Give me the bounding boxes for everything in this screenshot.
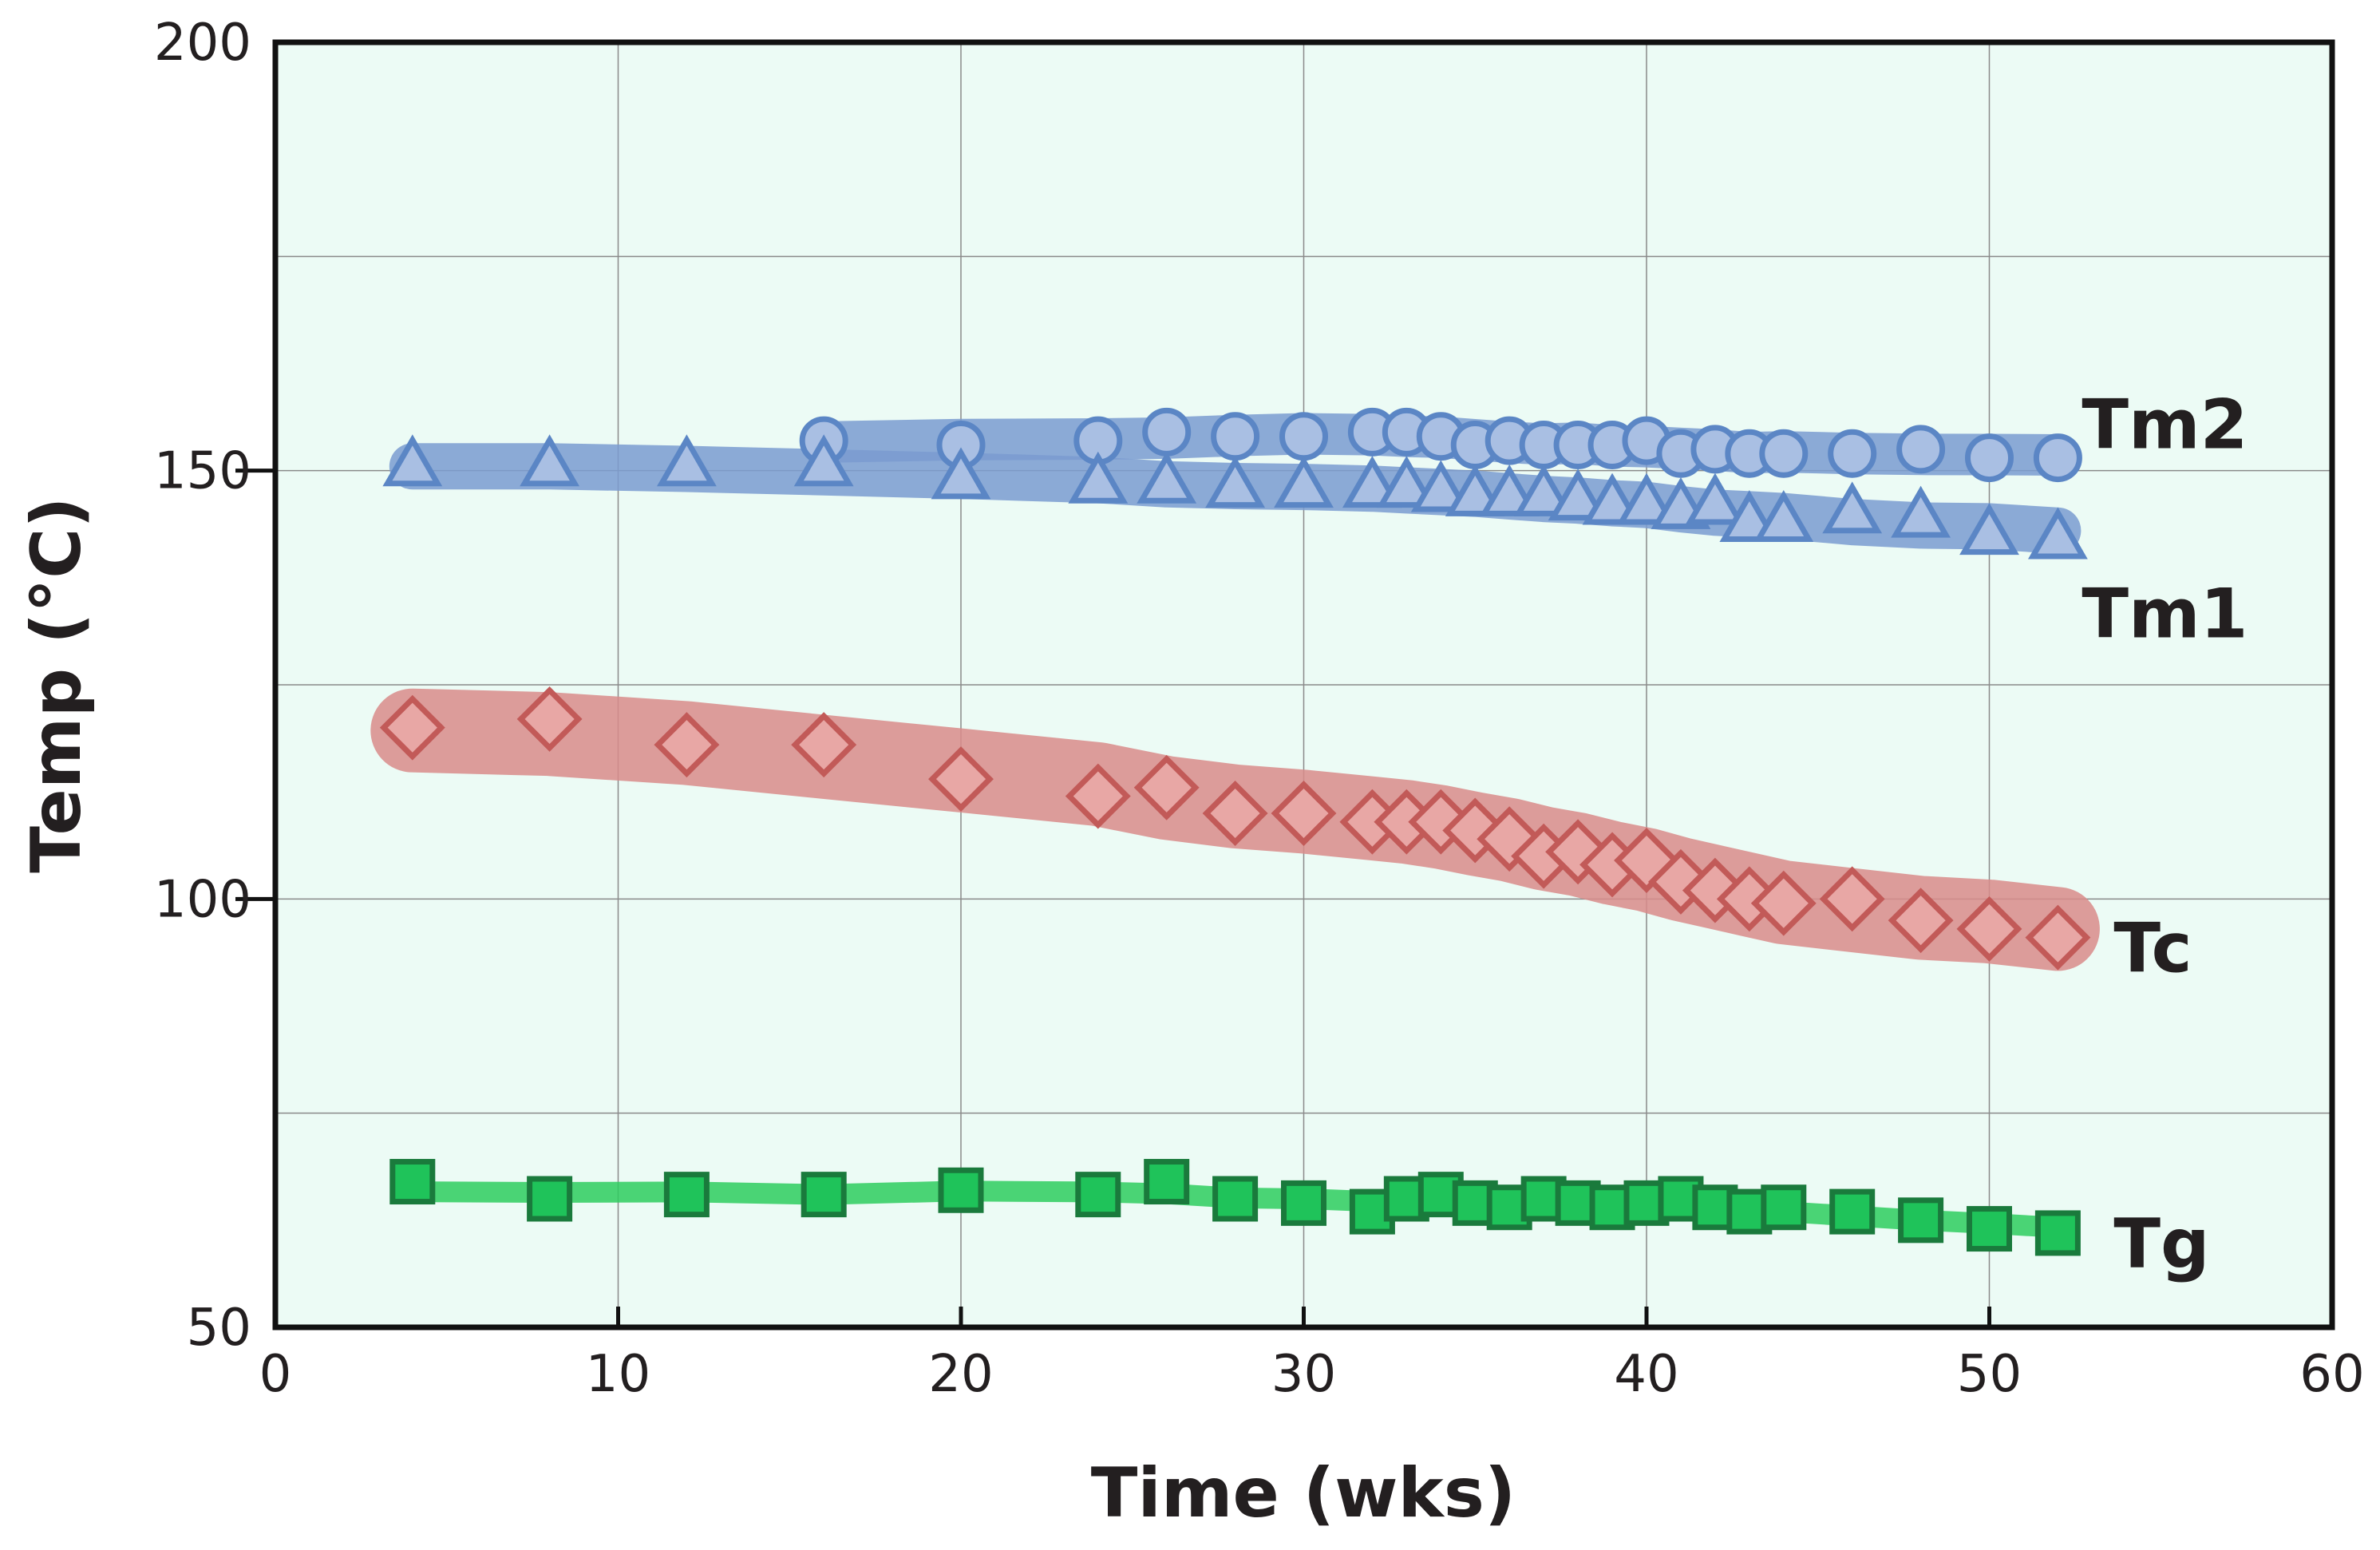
marker-square: [1144, 1159, 1190, 1205]
marker-circle: [1896, 425, 1946, 474]
marker-diamond: [1956, 896, 2022, 962]
marker-triangle: [1548, 469, 1608, 521]
marker-square: [1212, 1176, 1259, 1222]
marker-square: [389, 1159, 436, 1205]
marker-square: [1761, 1184, 1807, 1231]
marker-square: [1281, 1180, 1326, 1226]
marker-diamond: [1202, 781, 1268, 846]
series-labels: Tm2 Tm1 Tc Tg: [2082, 386, 2248, 1284]
marker-triangle: [1068, 451, 1129, 504]
marker-square: [1898, 1197, 1944, 1244]
marker-triangle: [1274, 456, 1334, 508]
data-markers: [379, 407, 2091, 1256]
series-tg: [389, 1159, 2081, 1256]
series-tc: [379, 686, 2091, 971]
marker-triangle: [2027, 507, 2088, 560]
marker-triangle: [1513, 464, 1574, 516]
marker-triangle: [1959, 503, 2019, 556]
x-tick-label: 50: [1957, 1345, 2022, 1404]
marker-diamond: [516, 686, 583, 752]
marker-diamond: [928, 746, 994, 813]
y-tick-label: 150: [154, 442, 251, 501]
marker-circle: [1142, 407, 1192, 457]
series-tm1: [382, 434, 2088, 560]
marker-triangle: [1753, 490, 1814, 543]
x-tick-label: 10: [586, 1345, 650, 1404]
marker-triangle: [520, 434, 580, 487]
marker-triangle: [1205, 456, 1266, 508]
marker-triangle: [1137, 451, 1197, 504]
marker-square: [2034, 1210, 2081, 1256]
marker-triangle: [1891, 485, 1951, 538]
marker-diamond: [1271, 781, 1337, 846]
series-label-tc: Tc: [2113, 909, 2192, 989]
marker-circle: [2033, 433, 2082, 483]
marker-square: [1829, 1188, 1876, 1235]
marker-circle: [1279, 412, 1328, 461]
x-tick-label: 0: [259, 1345, 292, 1404]
x-axis-title: Time (wks): [1091, 1453, 1516, 1533]
marker-diamond: [791, 712, 857, 778]
marker-square: [663, 1172, 710, 1218]
series-label-tg: Tg: [2113, 1204, 2209, 1284]
marker-triangle: [1822, 481, 1883, 534]
marker-circle: [1828, 429, 1877, 478]
marker-diamond: [2025, 904, 2091, 971]
marker-triangle: [382, 434, 443, 487]
marker-circle: [1965, 433, 2014, 483]
marker-triangle: [1376, 456, 1437, 508]
marker-circle: [1211, 412, 1260, 461]
marker-diamond: [1133, 754, 1200, 820]
x-tick-label: 40: [1614, 1345, 1678, 1404]
marker-diamond: [379, 694, 445, 761]
marker-triangle: [1616, 473, 1677, 525]
x-tick-label: 60: [2299, 1345, 2364, 1404]
marker-circle: [1759, 429, 1809, 478]
marker-triangle: [931, 447, 991, 500]
marker-diamond: [654, 712, 720, 778]
marker-square: [527, 1176, 573, 1222]
y-tick-label: 100: [154, 870, 251, 929]
x-tick-label: 30: [1271, 1345, 1336, 1404]
marker-triangle: [1685, 473, 1745, 525]
y-axis-title: Temp (°C): [17, 496, 97, 872]
marker-square: [938, 1167, 984, 1213]
x-tick-label: 20: [928, 1345, 993, 1404]
marker-diamond: [1819, 866, 1885, 932]
marker-triangle: [656, 434, 717, 487]
tick-labels: 0 10 20 30 40 50 60 50 100 150 200: [154, 14, 2365, 1404]
marker-square: [1967, 1206, 2012, 1252]
marker-triangle: [1410, 460, 1471, 512]
marker-diamond: [1750, 870, 1817, 936]
series-label-tm2: Tm2: [2082, 386, 2248, 465]
y-tick-label: 50: [187, 1299, 251, 1358]
marker-square: [1075, 1172, 1121, 1218]
marker-diamond: [1888, 888, 1954, 954]
series-label-tm1: Tm1: [2082, 575, 2248, 654]
marker-triangle: [793, 434, 854, 487]
marker-diamond: [1065, 763, 1131, 829]
marker-square: [801, 1172, 847, 1218]
y-tick-label: 200: [154, 14, 251, 73]
axis-ticks: [235, 469, 1991, 1327]
